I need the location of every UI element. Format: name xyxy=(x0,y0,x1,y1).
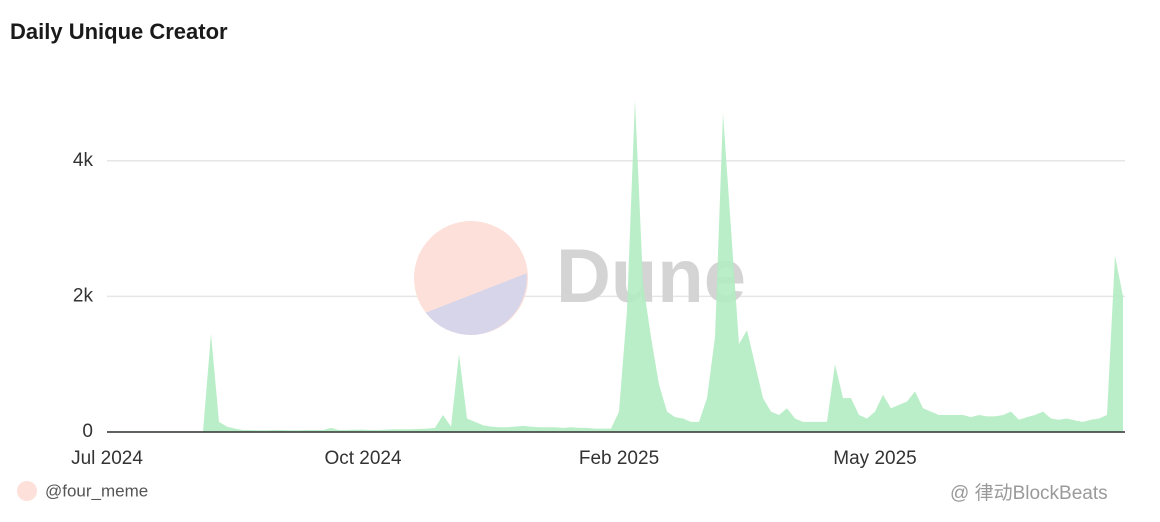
y-tick-label: 2k xyxy=(73,285,94,306)
y-tick-label: 0 xyxy=(82,421,93,442)
credit: @four_meme xyxy=(45,481,148,500)
x-tick-label: Oct 2024 xyxy=(324,448,402,469)
area xyxy=(107,99,1123,432)
watermark-text: Dune xyxy=(556,234,746,319)
dune-watermark: Dune xyxy=(414,221,746,336)
source-watermark: @ 律动BlockBeats xyxy=(950,482,1108,504)
logo-bottom-fill xyxy=(425,273,527,336)
x-tick-label: Feb 2025 xyxy=(579,448,659,469)
x-tick-label: May 2025 xyxy=(833,448,916,469)
credit-icon xyxy=(17,481,37,501)
y-tick-label: 4k xyxy=(73,150,94,171)
x-tick-label: Jul 2024 xyxy=(71,448,143,469)
chart-title: Daily Unique Creator xyxy=(10,19,228,44)
